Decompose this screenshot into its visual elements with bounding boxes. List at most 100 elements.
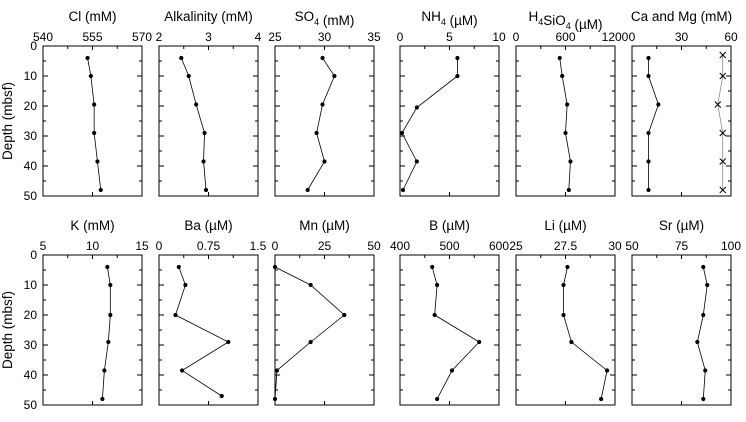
- panel-ca-and-mg-mm-series-mg-point: [719, 129, 727, 137]
- panel-li-m-series-point: [561, 312, 566, 318]
- panel-k-mm-xtick-label: 15: [135, 239, 149, 253]
- panel-ca-and-mg-mm-series-ca-point: [646, 73, 651, 79]
- panel-alkalinity-mm-xtick-label: 2: [156, 30, 163, 44]
- panel-alkalinity-mm-series-point: [186, 73, 191, 79]
- panel-ca-and-mg-mm-series-mg-point: [719, 51, 727, 59]
- panel-cl-mm-ytick-label: 0: [30, 39, 37, 53]
- panel-alkalinity-mm-series-line: [180, 57, 207, 191]
- panel-ca-and-mg-mm-series-ca-point: [646, 130, 651, 136]
- panel-ca-and-mg-mm-xtick-label: 0: [629, 30, 636, 44]
- panel-sr-m-series-point: [701, 312, 706, 318]
- panel-cl-mm-series-line: [87, 57, 102, 191]
- panel-cl-mm-frame: [42, 45, 143, 197]
- panel-mn-m-frame: [274, 254, 375, 406]
- panel-k-mm-series-line: [102, 266, 111, 400]
- panel-so4-mm-xtick-label: 35: [367, 30, 381, 44]
- panel-k-mm-ytick-label: 0: [30, 248, 37, 262]
- panel-alkalinity-mm-frame: [158, 45, 259, 197]
- panel-k-mm-series-point: [102, 368, 107, 373]
- panel-li-m-xtick-label: 27.5: [554, 239, 578, 253]
- panel-k-mm-frame: [42, 254, 143, 406]
- panel-ba-m-frame: [158, 254, 259, 406]
- panel-nh4-m-series-point: [414, 105, 419, 110]
- panel-ca-and-mg-mm-series-ca-line: [648, 58, 659, 190]
- panel-so4-mm-frame: [274, 45, 375, 197]
- panel-li-m-xtick-label: 25: [509, 239, 523, 253]
- panel-cl-mm-xtick-label: 570: [132, 30, 152, 44]
- panel-mn-m-series-line: [274, 266, 345, 400]
- panel-alkalinity-mm-title: Alkalinity (mM): [164, 9, 253, 24]
- panel-ca-and-mg-mm-series-ca-point: [646, 55, 651, 61]
- panel-li-m-series-point: [599, 396, 604, 402]
- panel-so4-mm-title: SO4 (mM): [295, 9, 355, 28]
- panel-cl-mm-series-point: [98, 187, 103, 193]
- panel-cl-mm-ytick-label: 40: [24, 159, 38, 173]
- panel-k-mm-ytick-label: 40: [24, 368, 38, 382]
- panel-nh4-m-series-point: [455, 73, 460, 79]
- panel-sr-m-series-point: [695, 339, 700, 345]
- panel-k-mm-series-point: [108, 312, 113, 318]
- panel-mn-m-xtick-label: 50: [367, 239, 381, 253]
- panel-cl-mm-xtick-label: 555: [82, 30, 102, 44]
- panel-b-m: B (µM) 400 500 600: [390, 218, 509, 406]
- panel-b-m-series-point: [449, 368, 455, 373]
- panel-sr-m-series-point: [703, 368, 708, 373]
- panel-alkalinity-mm-series-point: [203, 187, 209, 193]
- panel-b-m-xtick-label: 500: [439, 239, 459, 253]
- panel-ca-and-mg-mm-series-mg-line: [717, 55, 724, 190]
- panel-ca-and-mg-mm: Ca and Mg (mM) 0 30 60: [629, 9, 738, 197]
- panel-mn-m: Mn (µM) 0 25 50: [272, 218, 381, 406]
- panel-li-m-series-point: [569, 339, 574, 345]
- panel-sr-m-series-point: [701, 396, 706, 402]
- panel-h4sio4-m-series-point: [563, 130, 568, 136]
- panel-ba-m: Ba (µM) 0 0.75 1.5: [156, 218, 267, 406]
- panel-alkalinity-mm: Alkalinity (mM)2 3 4: [156, 9, 262, 197]
- panel-h4sio4-m-title: H4SiO4 (µM): [528, 9, 602, 32]
- panel-b-m-series-line: [431, 266, 480, 400]
- panel-h4sio4-m-xtick-label: 600: [555, 30, 575, 44]
- panel-nh4-m-title: NH4 (µM): [421, 9, 477, 28]
- panel-alkalinity-mm-series-point: [202, 130, 207, 136]
- panel-ba-m-series-line: [175, 266, 230, 397]
- panel-so4-mm-series-point: [320, 102, 325, 107]
- panel-so4-mm-series-point: [305, 187, 310, 193]
- panel-h4sio4-m-series-point: [566, 187, 571, 193]
- panel-li-m: Li (µM) 25 27.5 30: [509, 218, 622, 406]
- panel-nh4-m-series-point: [399, 130, 405, 136]
- panel-h4sio4-m-series-point: [560, 73, 565, 79]
- panel-k-mm-series-point: [105, 264, 110, 270]
- panel-nh4-m: NH4 (µM) 0 5 10: [397, 9, 506, 197]
- panel-so4-mm-xtick-label: 25: [268, 30, 282, 44]
- panel-ba-m-series-point: [219, 393, 224, 399]
- panel-k-mm-ylabel: Depth (mbsf): [0, 291, 15, 369]
- panel-sr-m-xtick-label: 75: [675, 239, 689, 253]
- panel-li-m-series-point: [561, 282, 566, 288]
- panel-ba-m-series-point: [183, 282, 188, 288]
- panel-k-mm-series-point: [106, 339, 111, 345]
- panel-ca-and-mg-mm-title: Ca and Mg (mM): [631, 9, 732, 24]
- panel-cl-mm-xtick-label: 540: [33, 30, 53, 44]
- panel-ba-m-xtick-label: 0: [156, 239, 163, 253]
- panel-k-mm-ytick-label: 30: [24, 338, 38, 352]
- panel-k-mm-xtick-label: 10: [86, 239, 100, 253]
- panel-b-m-series-point: [432, 312, 437, 318]
- panel-ba-m-series-point: [173, 312, 178, 318]
- panel-cl-mm-ytick-label: 50: [24, 189, 38, 203]
- panel-ba-m-title: Ba (µM): [184, 218, 232, 233]
- panel-mn-m-series-point: [272, 264, 278, 270]
- panel-cl-mm-series-point: [92, 102, 97, 107]
- panel-ca-and-mg-mm-series-mg-point: [719, 72, 727, 80]
- panel-b-m-frame: [399, 254, 500, 406]
- panel-cl-mm-series-point: [88, 73, 93, 79]
- panel-h4sio4-m-series-line: [559, 57, 571, 191]
- panel-sr-m-series-point: [705, 282, 710, 288]
- panel-alkalinity-mm-series-point: [201, 159, 206, 164]
- panel-cl-mm-ytick-label: 30: [24, 129, 38, 143]
- panel-k-mm-ytick-label: 50: [24, 398, 38, 412]
- panel-mn-m-series-point: [272, 396, 278, 402]
- panel-b-m-xtick-label: 600: [489, 239, 509, 253]
- panel-sr-m-xtick-label: 50: [625, 239, 639, 253]
- panel-so4-mm: SO4 (mM) 25 30 35: [268, 9, 381, 197]
- panel-sr-m-frame: [631, 254, 732, 406]
- panel-ca-and-mg-mm-xtick-label: 30: [675, 30, 689, 44]
